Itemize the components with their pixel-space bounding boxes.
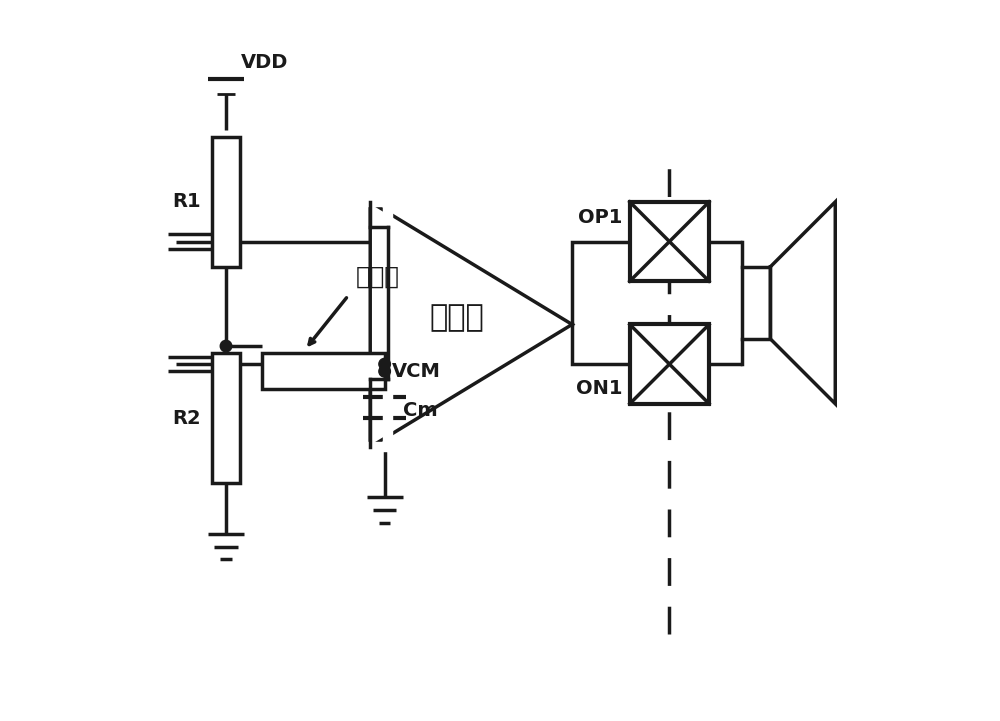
Bar [630, 324, 709, 404]
Text: VCM: VCM [392, 362, 441, 381]
FancyBboxPatch shape [212, 353, 240, 483]
Circle shape [220, 340, 232, 352]
Bar [630, 202, 709, 281]
Text: 放大器: 放大器 [429, 303, 484, 332]
Text: R1: R1 [172, 193, 201, 211]
Circle shape [379, 366, 390, 377]
Bar [742, 267, 770, 339]
Text: ON1: ON1 [576, 379, 623, 397]
Text: 假电阻: 假电阻 [355, 265, 399, 288]
FancyBboxPatch shape [212, 137, 240, 267]
Text: R2: R2 [172, 409, 201, 428]
Polygon shape [770, 202, 835, 404]
Text: Cm: Cm [403, 402, 437, 420]
FancyBboxPatch shape [262, 353, 385, 389]
Text: OP1: OP1 [578, 208, 623, 227]
Text: VDD: VDD [240, 53, 288, 72]
Circle shape [379, 358, 390, 370]
